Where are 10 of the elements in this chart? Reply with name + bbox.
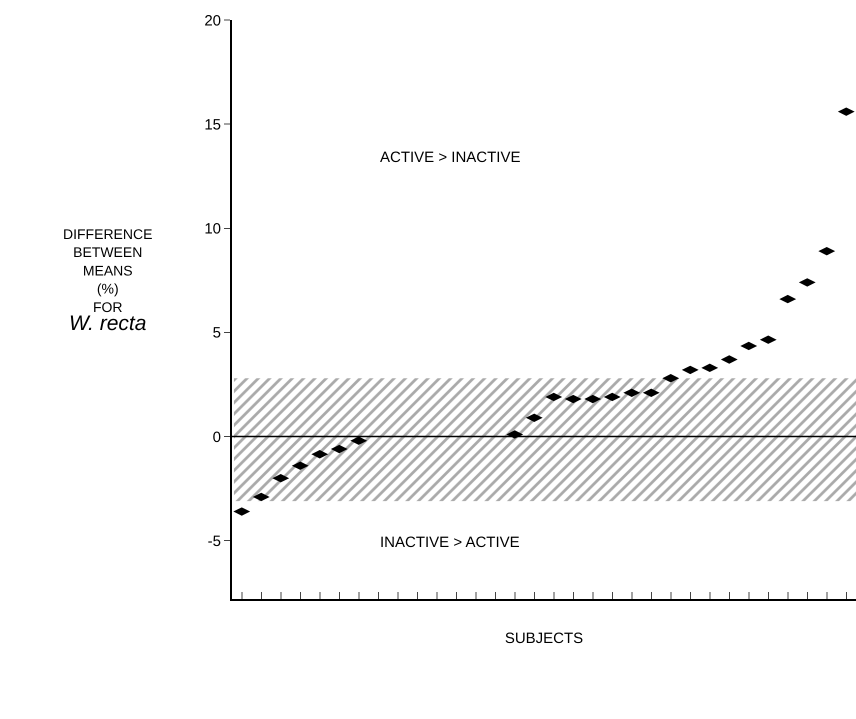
y-axis-title: DIFFERENCE BETWEEN MEANS (%) FOR W. recta — [63, 226, 152, 335]
y-tick-label: 10 — [204, 220, 221, 238]
annotation: ACTIVE > INACTIVE — [380, 149, 520, 166]
y-tick-label: 15 — [204, 116, 221, 134]
y-tick-label: 5 — [212, 324, 221, 342]
y-tick-label: -5 — [208, 532, 221, 550]
y-tick-label: 0 — [212, 428, 221, 446]
x-axis-title: SUBJECTS — [504, 630, 584, 647]
y-tick-label: 20 — [204, 12, 221, 30]
annotation: INACTIVE > ACTIVE — [380, 534, 520, 551]
